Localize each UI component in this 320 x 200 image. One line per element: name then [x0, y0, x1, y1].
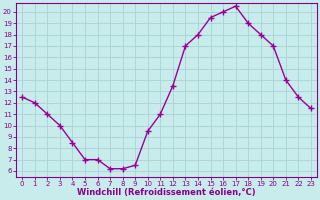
- X-axis label: Windchill (Refroidissement éolien,°C): Windchill (Refroidissement éolien,°C): [77, 188, 256, 197]
